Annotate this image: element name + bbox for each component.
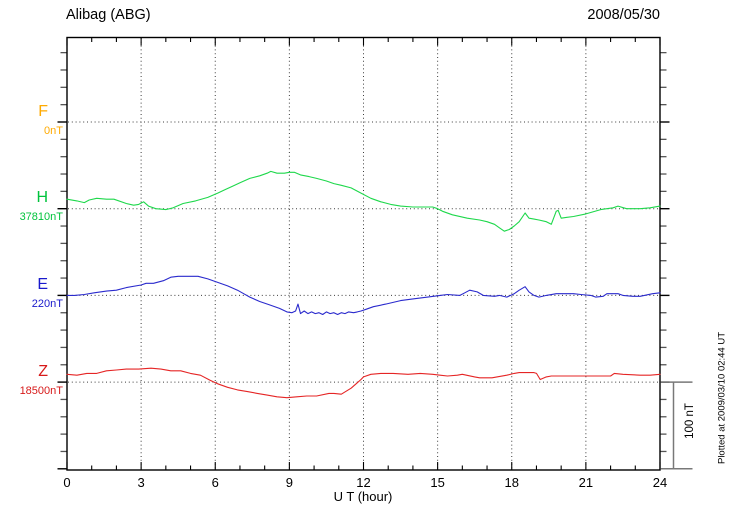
x-tick-label: 0 [63, 475, 71, 490]
x-tick-label: 18 [504, 475, 519, 490]
channel-label-H: H [36, 189, 48, 207]
x-tick-label: 15 [430, 475, 445, 490]
x-tick-label: 21 [578, 475, 594, 490]
curve-E [66, 275, 661, 316]
plotted-at-note: Plotted at 2009/03/10 02:44 UT [716, 331, 728, 465]
curve-Z [66, 367, 661, 399]
x-tick-label: 12 [356, 475, 371, 490]
channel-baseline-value-H: 37810nT [19, 211, 63, 224]
x-tick-label: 24 [652, 475, 668, 490]
date-label: 2008/05/30 [587, 7, 660, 23]
channel-label-Z: Z [38, 362, 48, 380]
page-title: Alibag (ABG) [66, 7, 151, 23]
x-tick-label: 9 [285, 475, 293, 490]
scale-bar-label: 100 nT [684, 403, 696, 439]
channel-baseline-value-E: 220nT [31, 297, 63, 310]
channel-baseline-value-Z: 18500nT [19, 384, 63, 397]
channel-label-F: F [38, 102, 48, 120]
x-axis-title: U T (hour) [333, 489, 393, 504]
channel-baseline-value-F: 0nT [44, 124, 63, 137]
curve-H [66, 170, 661, 232]
x-tick-label: 3 [137, 475, 145, 490]
channel-label-E: E [37, 275, 48, 293]
plot-frame [66, 36, 661, 471]
x-tick-label: 6 [211, 475, 219, 490]
